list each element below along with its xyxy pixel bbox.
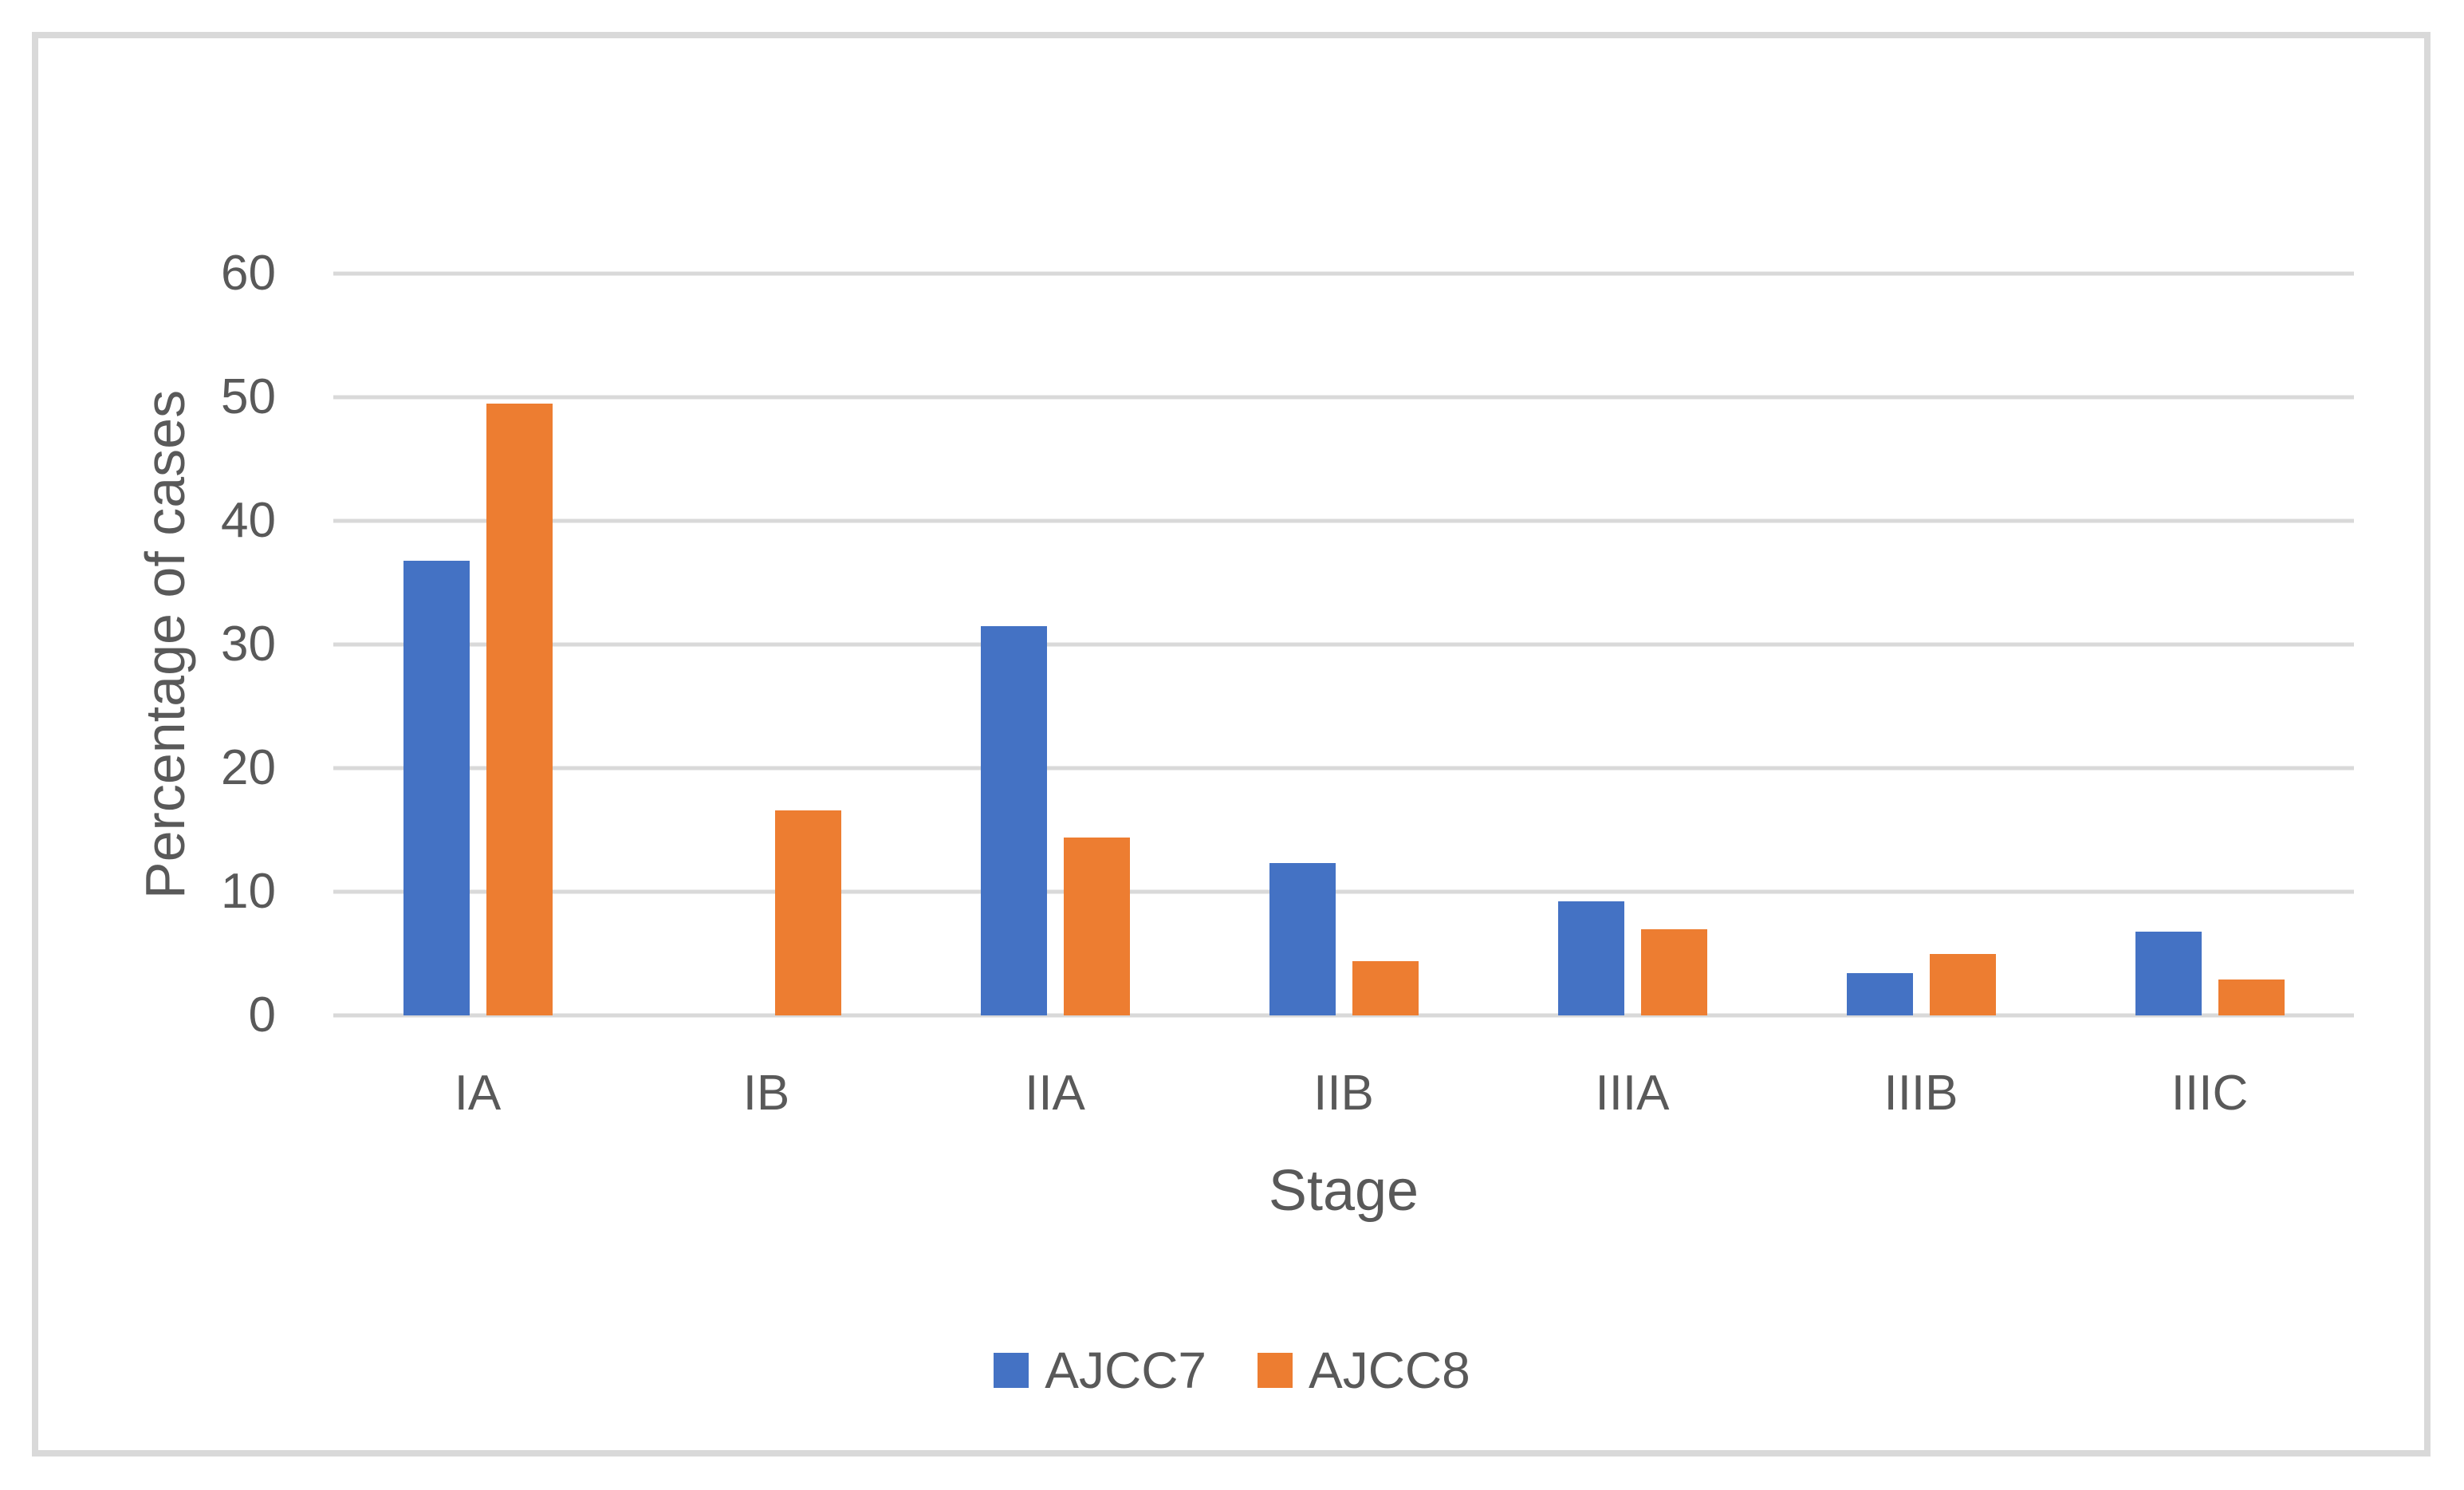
x-axis-label-IB: IB — [742, 1066, 790, 1121]
legend-swatch-icon — [994, 1353, 1029, 1388]
bar-group-IIA — [911, 274, 1199, 1015]
x-axis-label-IIIA: IIIA — [1595, 1066, 1670, 1121]
x-axis-label-IIIC: IIIC — [2171, 1066, 2249, 1121]
bar-ajcc7-IIIB — [1846, 973, 1913, 1015]
bar-ajcc7-IA — [403, 560, 470, 1015]
x-axis-title: Stage — [1268, 1159, 1419, 1223]
y-axis-tick-label: 50 — [221, 369, 276, 424]
bars-layer — [333, 274, 2354, 1015]
bar-pair — [980, 274, 1130, 1015]
gridline-y-10 — [333, 889, 2354, 894]
legend-item-ajcc7: AJCC7 — [994, 1345, 1206, 1396]
x-axis-category-labels: IA IB IIA IIB IIIA IIIB IIIC — [333, 1069, 2354, 1118]
x-axis-label-IIIB: IIIB — [1883, 1066, 1958, 1121]
bar-pair — [403, 274, 553, 1015]
gridline-y-60 — [333, 271, 2354, 276]
bar-group-IA — [333, 274, 622, 1015]
bar-group-IIIC — [2065, 274, 2354, 1015]
y-axis-tick-label: 60 — [221, 246, 276, 301]
x-axis-label-IIA: IIA — [1025, 1066, 1085, 1121]
bar-ajcc8-IIA — [1063, 837, 1130, 1015]
bar-ajcc8-IIIA — [1640, 928, 1707, 1015]
bar-ajcc8-IB — [774, 810, 841, 1015]
bar-pair — [1269, 274, 1419, 1015]
bar-ajcc8-IIIC — [2218, 980, 2285, 1015]
gridline-y-50 — [333, 395, 2354, 400]
gridline-y-40 — [333, 518, 2354, 523]
y-axis-tick-label: 10 — [221, 864, 276, 919]
bar-ajcc8-IIB — [1352, 960, 1419, 1015]
gridline-y-30 — [333, 642, 2354, 647]
gridline-y-0 — [333, 1013, 2354, 1018]
bar-pair — [1557, 274, 1707, 1015]
legend-swatch-icon — [1258, 1353, 1293, 1388]
x-axis-label-IIB: IIB — [1313, 1066, 1374, 1121]
bar-group-IIIA — [1488, 274, 1777, 1015]
y-axis-tick-labels: 0 10 20 30 40 50 60 — [0, 249, 276, 1040]
bar-group-IB — [622, 274, 911, 1015]
bar-group-IIIB — [1777, 274, 2065, 1015]
bar-ajcc7-IIIC — [2135, 931, 2202, 1015]
bar-pair — [2135, 274, 2285, 1015]
y-axis-tick-label: 0 — [248, 987, 276, 1043]
legend-label: AJCC7 — [1045, 1342, 1206, 1399]
bar-ajcc8-IA — [486, 403, 553, 1015]
bar-pair — [1846, 274, 1996, 1015]
legend-item-ajcc8: AJCC8 — [1258, 1345, 1470, 1396]
bar-ajcc7-IIA — [980, 625, 1047, 1015]
bar-group-IIB — [1199, 274, 1488, 1015]
plot-area — [333, 271, 2354, 1018]
bar-ajcc7-IIB — [1269, 863, 1336, 1015]
legend-label: AJCC8 — [1309, 1342, 1470, 1399]
bar-ajcc7-IIIA — [1557, 901, 1624, 1015]
gridline-y-20 — [333, 766, 2354, 771]
y-axis-tick-label: 20 — [221, 740, 276, 795]
y-axis-tick-label: 40 — [221, 493, 276, 548]
bar-ajcc8-IIIB — [1929, 953, 1996, 1015]
legend: AJCC7 AJCC8 — [0, 1345, 2464, 1396]
bar-pair — [692, 274, 841, 1015]
x-axis-label-IA: IA — [454, 1066, 502, 1121]
y-axis-tick-label: 30 — [221, 617, 276, 672]
